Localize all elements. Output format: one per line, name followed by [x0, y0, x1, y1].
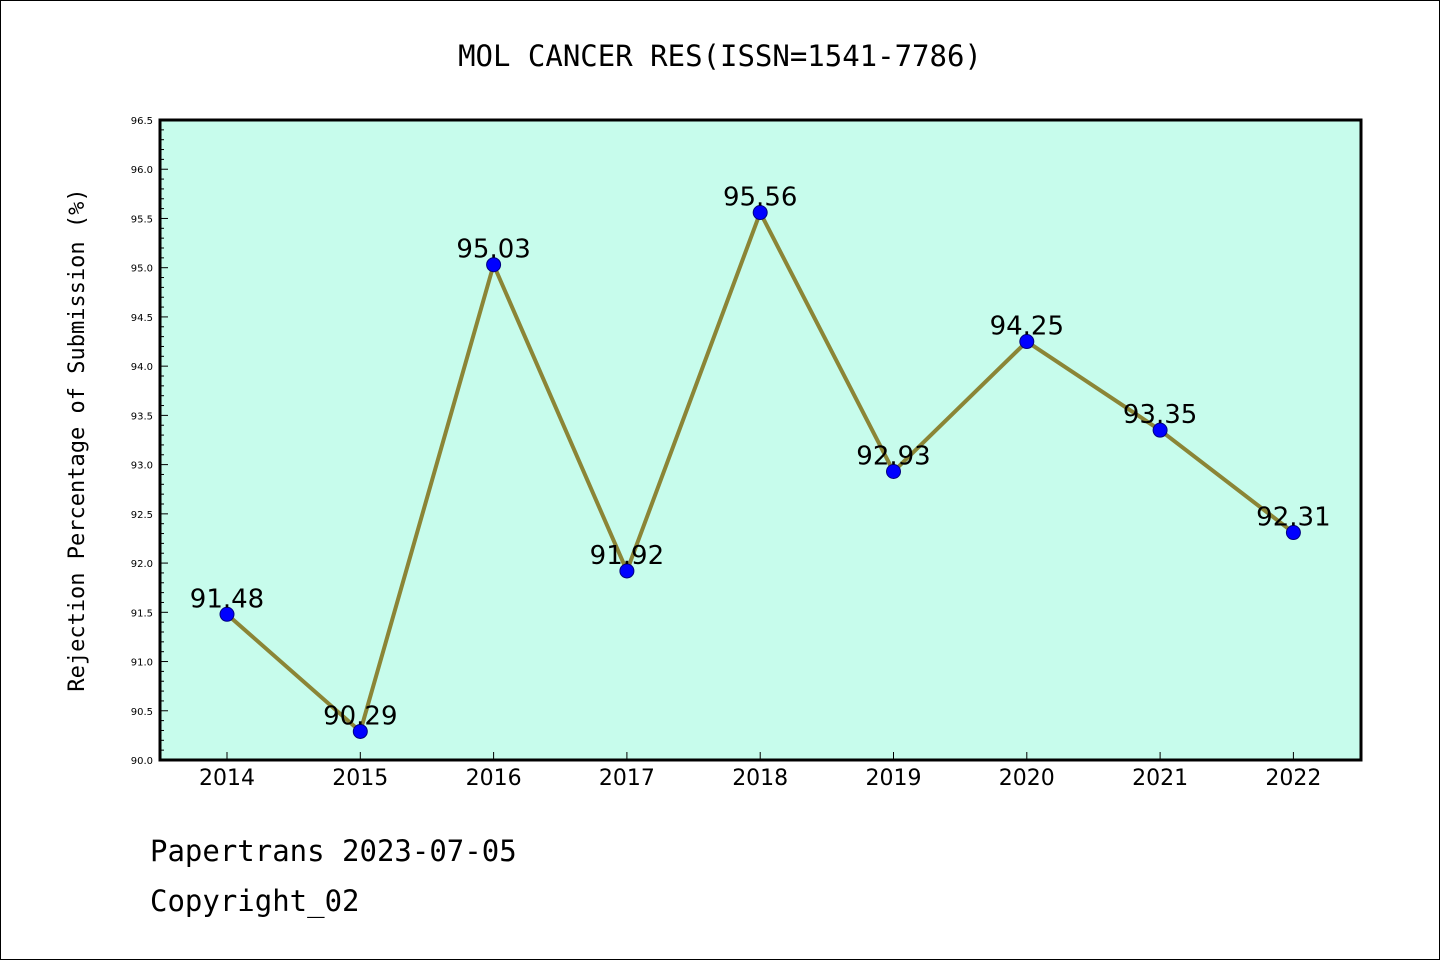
y-axis: 90.0 90.5 91.0 91.5 92.0 92.5 93.0 93.5 94.0 94.5…: [131, 116, 168, 767]
y-tick-label: 93.0: [131, 461, 153, 472]
data-label: 93.35: [1123, 400, 1197, 430]
plot-border: [158, 118, 1363, 762]
plot-area: [160, 120, 1361, 760]
x-tick-label: 2021: [1132, 766, 1188, 791]
x-tick-label: 2020: [999, 766, 1055, 791]
x-axis: 2014 2015 2016 2017 2018 2019 2020 2021 2022: [199, 752, 1321, 791]
data-point: [1285, 525, 1301, 541]
data-point: [886, 464, 901, 480]
y-axis-label: Rejection Percentage of Submission (%): [65, 188, 90, 691]
x-tick-label: 2018: [732, 766, 788, 791]
x-tick-label: 2015: [332, 766, 388, 791]
y-tick-label: 96.5: [131, 116, 153, 127]
x-tick-label: 2019: [866, 766, 922, 791]
y-tick-label: 91.0: [131, 658, 153, 669]
y-tick-label: 95.5: [131, 214, 153, 225]
data-point: [1019, 334, 1035, 350]
footer-copyright: Copyright_02: [150, 884, 360, 918]
data-label: 90.29: [323, 701, 397, 731]
data-point: [1152, 422, 1168, 438]
y-tick-label: 92.0: [131, 559, 153, 570]
data-label: 91.48: [190, 584, 264, 614]
data-point: [352, 723, 368, 739]
data-label: 92.93: [856, 442, 930, 472]
y-tick-label: 91.5: [131, 608, 153, 619]
y-tick-label: 96.0: [131, 165, 153, 176]
y-tick-label: 90.0: [131, 756, 153, 767]
y-tick-label: 90.5: [131, 707, 153, 718]
data-label: 95.56: [723, 183, 797, 213]
x-tick-label: 2016: [466, 766, 522, 791]
x-tick-label: 2017: [599, 766, 655, 791]
x-tick-label: 2022: [1265, 766, 1321, 791]
data-point: [619, 563, 635, 579]
data-label: 92.31: [1256, 503, 1330, 533]
data-point: [752, 205, 768, 221]
data-label: 94.25: [990, 312, 1064, 342]
y-tick-label: 95.0: [131, 264, 153, 275]
data-label: 91.92: [590, 541, 664, 571]
series-group: 91.48 90.29 95.03 91.92 95.56 92.93 94.25 93.35…: [190, 183, 1331, 739]
chart-title: MOL CANCER RES(ISSN=1541-7786): [458, 39, 982, 73]
y-tick-label: 93.5: [131, 411, 153, 422]
y-tick-label: 92.5: [131, 510, 153, 521]
footer-watermark: Papertrans 2023-07-05: [150, 834, 517, 868]
data-point: [486, 257, 502, 273]
y-tick-label: 94.0: [131, 362, 153, 373]
data-point: [219, 606, 235, 622]
data-label: 95.03: [456, 235, 530, 265]
y-tick-label: 94.5: [131, 313, 153, 324]
x-tick-label: 2014: [199, 766, 255, 791]
